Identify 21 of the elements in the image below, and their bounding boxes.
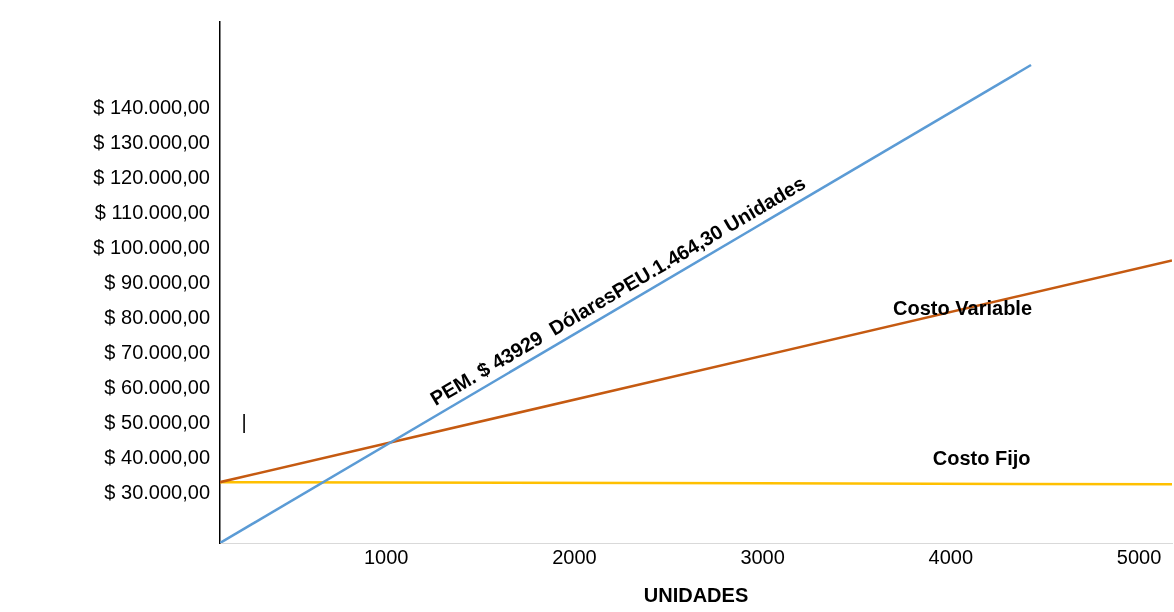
x-axis-title: UNIDADES <box>643 583 749 606</box>
y-tick-label: $ 100.000,00 <box>93 235 210 258</box>
series-label: Costo Fijo <box>932 447 1031 470</box>
y-tick-label: $ 70.000,00 <box>104 340 210 363</box>
series-label: Costo Variable <box>893 296 1033 319</box>
y-tick-label: $ 120.000,00 <box>93 165 210 188</box>
y-tick-label: $ 30.000,00 <box>104 480 210 503</box>
annotation: | <box>241 410 247 433</box>
x-tick-label: 5000 <box>1116 545 1162 568</box>
y-tick-label: $ 130.000,00 <box>93 130 210 153</box>
y-tick-label: $ 90.000,00 <box>104 270 210 293</box>
y-tick-label: $ 60.000,00 <box>104 375 210 398</box>
x-tick-label: 3000 <box>740 545 785 568</box>
y-tick-label: $ 80.000,00 <box>104 305 210 328</box>
y-tick-label: $ 110.000,00 <box>94 200 210 223</box>
x-tick-label: 4000 <box>928 545 974 568</box>
x-tick-label: 2000 <box>552 545 597 568</box>
y-tick-label: $ 50.000,00 <box>104 410 210 433</box>
y-tick-label: $ 40.000,00 <box>104 445 210 468</box>
x-tick-label: 1000 <box>363 545 409 568</box>
y-tick-label: $ 140.000,00 <box>93 95 210 118</box>
